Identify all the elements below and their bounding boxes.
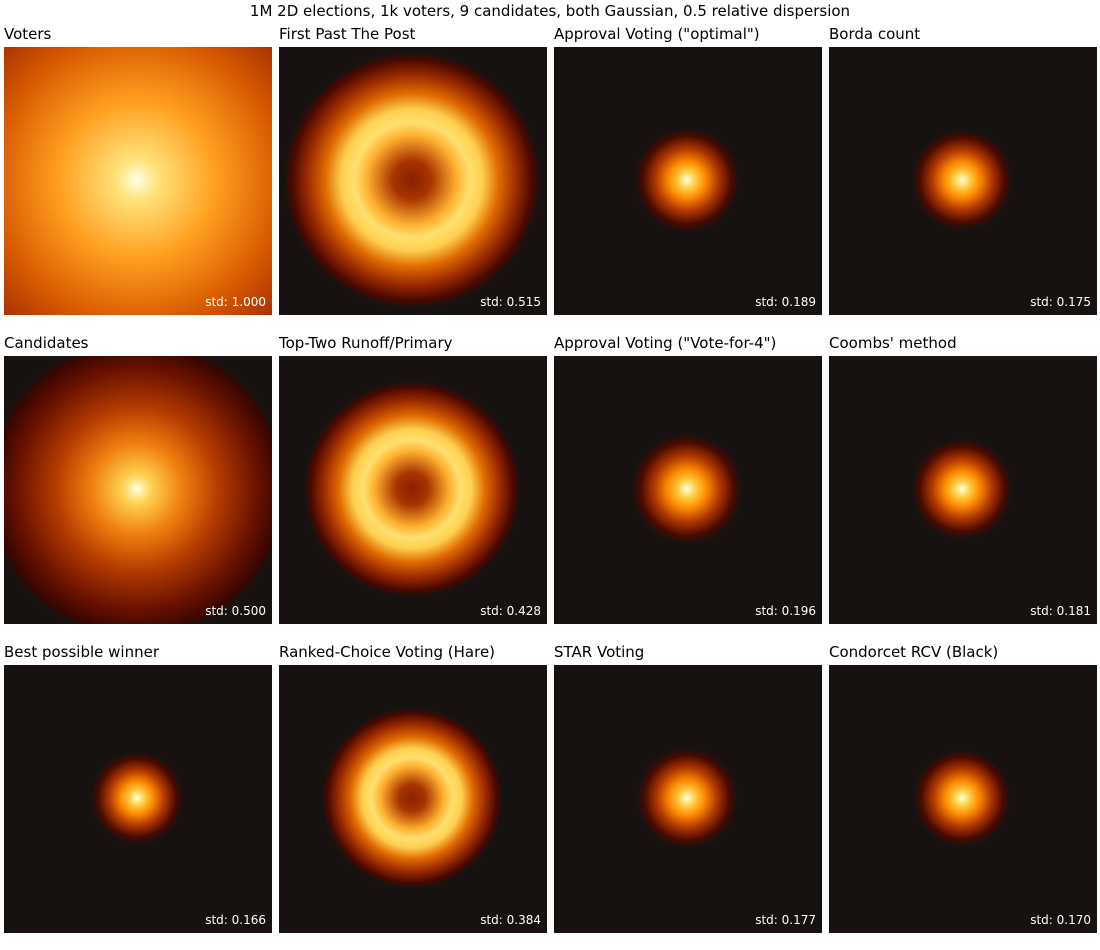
std-label: std: 0.428: [480, 604, 541, 618]
std-label: std: 0.196: [755, 604, 816, 618]
panel-title: Top-Two Runoff/Primary: [278, 334, 453, 352]
panel-title: STAR Voting: [554, 643, 644, 661]
panel-title: Borda count: [829, 25, 920, 43]
std-label: std: 0.177: [755, 913, 816, 927]
figure-title: 1M 2D elections, 1k voters, 9 candidates…: [250, 2, 850, 20]
std-label: std: 0.175: [1030, 295, 1091, 309]
heatmap-density: [829, 665, 1097, 933]
heatmap-density: [829, 356, 1097, 624]
std-label: std: 0.181: [1030, 604, 1091, 618]
panel-title: Voters: [4, 25, 52, 43]
std-label: std: 0.189: [755, 295, 816, 309]
std-label: std: 0.515: [480, 295, 541, 309]
heatmap-density: [554, 665, 822, 933]
std-label: std: 0.384: [480, 913, 541, 927]
panel-title: Ranked-Choice Voting (Hare): [279, 643, 495, 661]
std-label: std: 0.170: [1030, 913, 1091, 927]
panel-title: Approval Voting ("optimal"): [554, 25, 760, 43]
heatmap-density: [4, 665, 272, 933]
heatmap-density: [554, 356, 822, 624]
heatmap-density: [279, 665, 547, 933]
heatmap-density: [279, 356, 547, 624]
heatmap-density: [554, 47, 822, 315]
panel-title: Candidates: [4, 334, 89, 352]
std-label: std: 1.000: [205, 295, 266, 309]
panel-title: Condorcet RCV (Black): [829, 643, 998, 661]
heatmap-density: [4, 47, 272, 315]
panel-title: Coombs' method: [829, 334, 957, 352]
heatmap-density: [279, 47, 547, 315]
std-label: std: 0.500: [205, 604, 266, 618]
panel-title: Approval Voting ("Vote-for-4"): [554, 334, 776, 352]
heatmap-density: [4, 356, 272, 624]
panel-title: Best possible winner: [4, 643, 160, 661]
heatmap-density: [829, 47, 1097, 315]
std-label: std: 0.166: [205, 913, 266, 927]
panel-title: First Past The Post: [279, 25, 416, 43]
